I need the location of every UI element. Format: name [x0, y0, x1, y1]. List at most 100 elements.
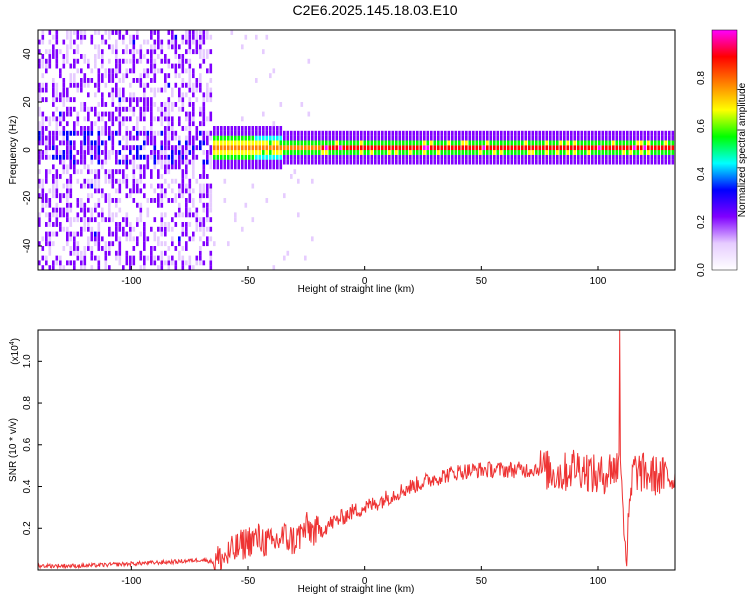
- heatmap-cell: [52, 97, 55, 103]
- heatmap-cell: [199, 130, 202, 136]
- heatmap-cell: [157, 34, 160, 40]
- colorbar-gradient: [711, 29, 738, 271]
- heatmap-cell: [255, 130, 258, 136]
- heatmap-cell: [45, 49, 48, 55]
- heatmap-cell: [157, 236, 160, 242]
- heatmap-cell: [314, 145, 318, 151]
- heatmap-cell: [601, 145, 605, 151]
- heatmap-cell: [122, 106, 125, 112]
- heatmap-cell: [41, 73, 45, 79]
- heatmap-cell: [290, 135, 293, 141]
- heatmap-cell: [325, 140, 328, 146]
- heatmap-cell: [661, 150, 664, 155]
- heatmap-cell: [640, 140, 643, 146]
- heatmap-cell: [171, 236, 174, 242]
- heatmap-cell: [129, 106, 132, 112]
- heatmap-cell: [136, 150, 139, 155]
- heatmap-cell: [171, 164, 174, 170]
- heatmap-cell: [528, 159, 531, 165]
- heatmap-cell: [202, 30, 206, 35]
- heatmap-cell: [192, 231, 195, 237]
- heatmap-cell: [157, 193, 160, 199]
- heatmap-cell: [181, 68, 185, 74]
- heatmap-cell: [237, 135, 241, 141]
- heatmap-cell: [41, 39, 45, 45]
- heatmap-cell: [139, 82, 143, 88]
- heatmap-cell: [132, 174, 136, 179]
- heatmap-cell: [192, 73, 195, 79]
- heatmap-cell: [38, 63, 41, 69]
- heatmap-cell: [608, 130, 612, 136]
- heatmap-cell: [517, 140, 521, 146]
- heatmap-cell: [272, 145, 276, 151]
- heatmap-cell: [76, 241, 80, 247]
- heatmap-cell: [538, 145, 542, 151]
- heatmap-cell: [118, 30, 122, 35]
- heatmap-cell: [657, 154, 661, 160]
- heatmap-cell: [192, 188, 195, 194]
- heatmap-cell: [496, 145, 500, 151]
- heatmap-cell: [321, 154, 325, 160]
- heatmap-cell: [199, 250, 202, 256]
- heatmap-cell: [157, 255, 160, 261]
- heatmap-cell: [507, 154, 510, 160]
- heatmap-cell: [227, 145, 230, 151]
- heatmap-cell: [69, 130, 73, 136]
- heatmap-cell: [419, 159, 423, 165]
- heatmap-cell: [83, 260, 87, 266]
- heatmap-cell: [643, 140, 647, 146]
- heatmap-cell: [664, 145, 668, 151]
- heatmap-cell: [111, 49, 115, 55]
- heatmap-cell: [129, 68, 132, 74]
- heatmap-cell: [94, 121, 97, 127]
- heatmap-cell: [45, 255, 48, 261]
- heatmap-cell: [556, 159, 559, 165]
- heatmap-cell: [563, 150, 566, 155]
- heatmap-cell: [279, 145, 283, 151]
- heatmap-cell: [143, 97, 146, 103]
- heatmap-cell: [209, 198, 213, 203]
- heatmap-cell: [83, 78, 87, 83]
- heatmap-cell: [108, 178, 111, 184]
- heatmap-cell: [150, 260, 153, 266]
- heatmap-cell: [545, 130, 549, 136]
- heatmap-cell: [265, 198, 269, 203]
- heatmap-cell: [45, 193, 48, 199]
- heatmap-cell: [209, 188, 213, 194]
- heatmap-cell: [164, 159, 167, 165]
- heatmap-cell: [38, 159, 41, 165]
- heatmap-cell: [125, 236, 129, 242]
- heatmap-cell: [220, 140, 223, 146]
- heatmap-cell: [185, 231, 188, 237]
- heatmap-cell: [94, 44, 97, 50]
- heatmap-cell: [87, 111, 90, 117]
- heatmap-cell: [115, 39, 118, 45]
- heatmap-cell: [181, 246, 185, 251]
- heatmap-cell: [55, 63, 59, 69]
- heatmap-cell: [269, 154, 272, 160]
- heatmap-cell: [545, 154, 549, 160]
- heatmap-cell: [143, 231, 146, 237]
- heatmap-cell: [129, 193, 132, 199]
- heatmap-cell: [489, 159, 493, 165]
- heatmap-cell: [580, 130, 584, 136]
- heatmap-cell: [153, 236, 157, 242]
- heatmap-cell: [178, 97, 181, 103]
- heatmap-cell: [90, 39, 94, 45]
- heatmap-cell: [181, 154, 185, 160]
- heatmap-cell: [97, 159, 101, 165]
- heatmap-cell: [629, 140, 633, 146]
- heatmap-cell: [216, 150, 220, 155]
- heatmap-cell: [83, 202, 87, 208]
- heatmap-cell: [265, 159, 269, 165]
- heatmap-cell: [209, 145, 213, 151]
- heatmap-cell: [279, 154, 283, 160]
- heatmap-cell: [286, 135, 290, 141]
- heatmap-cell: [391, 140, 395, 146]
- heatmap-cell: [430, 159, 433, 165]
- snr-frame: [37, 329, 676, 571]
- heatmap-cell: [45, 212, 48, 218]
- heatmap-cell: [206, 241, 209, 247]
- heatmap-cell: [290, 159, 293, 165]
- heatmap-cell: [503, 150, 507, 155]
